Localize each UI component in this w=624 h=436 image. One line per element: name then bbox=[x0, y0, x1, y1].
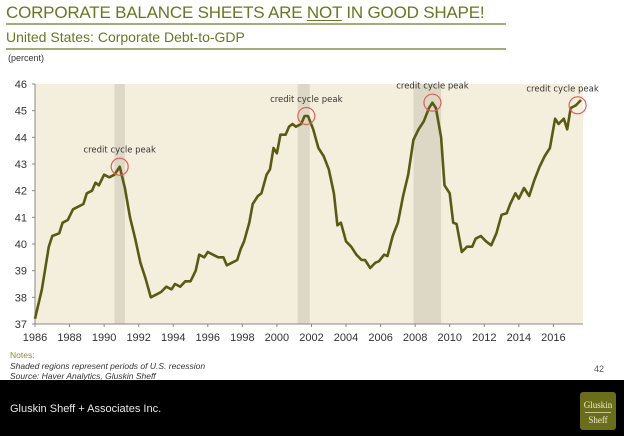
line-chart: 37 38 39 40 41 42 43 44 45 46 1986 1988 1990 1992 1994… bbox=[15, 79, 599, 344]
logo-line-1: Gluskin bbox=[583, 400, 613, 410]
peak-label: credit cycle peak bbox=[396, 82, 469, 92]
y-tick-label: 40 bbox=[15, 239, 27, 251]
slide-title: CORPORATE BALANCE SHEETS ARE NOT IN GOOD… bbox=[6, 3, 485, 23]
peak-circle bbox=[568, 96, 587, 115]
peak-label: credit cycle peak bbox=[270, 95, 343, 105]
x-tick-label: 1996 bbox=[196, 332, 220, 344]
y-tick-label: 43 bbox=[15, 159, 27, 171]
source-note: Source: Haver Analytics, Gluskin Sheff bbox=[10, 371, 156, 381]
title-text: CORPORATE BALANCE SHEETS ARE bbox=[6, 3, 307, 22]
company-name: Gluskin Sheff + Associates Inc. bbox=[10, 403, 162, 415]
y-tick-label: 46 bbox=[15, 79, 27, 91]
x-tick-label: 1990 bbox=[92, 332, 116, 344]
x-tick-label: 2014 bbox=[507, 332, 531, 344]
tick-labels: 37 38 39 40 41 42 43 44 45 46 1986 1988 1990 1992 1994… bbox=[15, 79, 566, 344]
chart-subtitle: United States: Corporate Debt-to-GDP bbox=[6, 29, 245, 45]
x-tick-label: 1988 bbox=[57, 332, 81, 344]
y-tick-label: 41 bbox=[15, 212, 27, 224]
x-tick-label: 2016 bbox=[541, 332, 565, 344]
peak-label: credit cycle peak bbox=[526, 84, 599, 94]
peak-circle bbox=[423, 93, 442, 112]
x-tick-label: 2006 bbox=[368, 332, 392, 344]
x-tick-label: 1986 bbox=[23, 332, 47, 344]
title-divider bbox=[6, 23, 506, 25]
title-emphasis: NOT bbox=[306, 3, 342, 22]
annotations: credit cycle peak credit cycle peak credit… bbox=[83, 82, 599, 176]
y-tick-label: 42 bbox=[15, 186, 27, 198]
y-tick-label: 44 bbox=[15, 132, 27, 144]
x-tick-label: 2004 bbox=[334, 332, 358, 344]
x-tick-label: 1994 bbox=[161, 332, 185, 344]
x-tick-label: 2000 bbox=[265, 332, 289, 344]
recession-note: Shaded regions represent periods of U.S.… bbox=[10, 361, 206, 371]
subtitle-divider bbox=[6, 48, 506, 50]
x-tick-label: 2012 bbox=[472, 332, 496, 344]
company-logo: Gluskin Sheff bbox=[580, 392, 616, 430]
recession-band bbox=[297, 84, 310, 324]
axes bbox=[34, 84, 583, 325]
y-tick-label: 45 bbox=[15, 106, 27, 118]
unit-label: (percent) bbox=[8, 53, 45, 63]
title-text-end: IN GOOD SHAPE! bbox=[341, 3, 485, 22]
y-tick-label: 38 bbox=[15, 292, 27, 304]
x-tick-label: 1998 bbox=[230, 332, 254, 344]
notes-label: Notes: bbox=[10, 350, 35, 360]
peak-label: credit cycle peak bbox=[83, 146, 156, 156]
recession-band bbox=[413, 84, 442, 324]
x-tick-label: 2010 bbox=[437, 332, 461, 344]
peak-circle bbox=[297, 106, 316, 126]
footer-bar: Gluskin Sheff + Associates Inc. Gluskin … bbox=[0, 380, 624, 436]
recession-bands bbox=[114, 84, 442, 324]
series-group bbox=[33, 99, 582, 319]
logo-separator bbox=[585, 412, 611, 413]
x-tick-label: 2008 bbox=[403, 332, 427, 344]
logo-line-2: Sheff bbox=[588, 415, 608, 425]
page-number: 42 bbox=[594, 364, 605, 374]
series-line bbox=[33, 99, 582, 319]
x-tick-label: 2002 bbox=[299, 332, 323, 344]
y-tick-label: 37 bbox=[15, 319, 27, 331]
recession-band bbox=[114, 84, 125, 324]
peak-circle bbox=[110, 157, 129, 176]
x-tick-label: 1992 bbox=[126, 332, 150, 344]
y-tick-label: 39 bbox=[15, 266, 27, 278]
